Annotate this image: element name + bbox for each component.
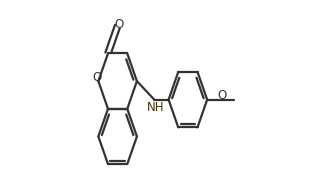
Text: O: O [93, 71, 102, 84]
Text: O: O [217, 89, 226, 102]
Text: O: O [114, 17, 124, 31]
Text: NH: NH [146, 101, 164, 114]
